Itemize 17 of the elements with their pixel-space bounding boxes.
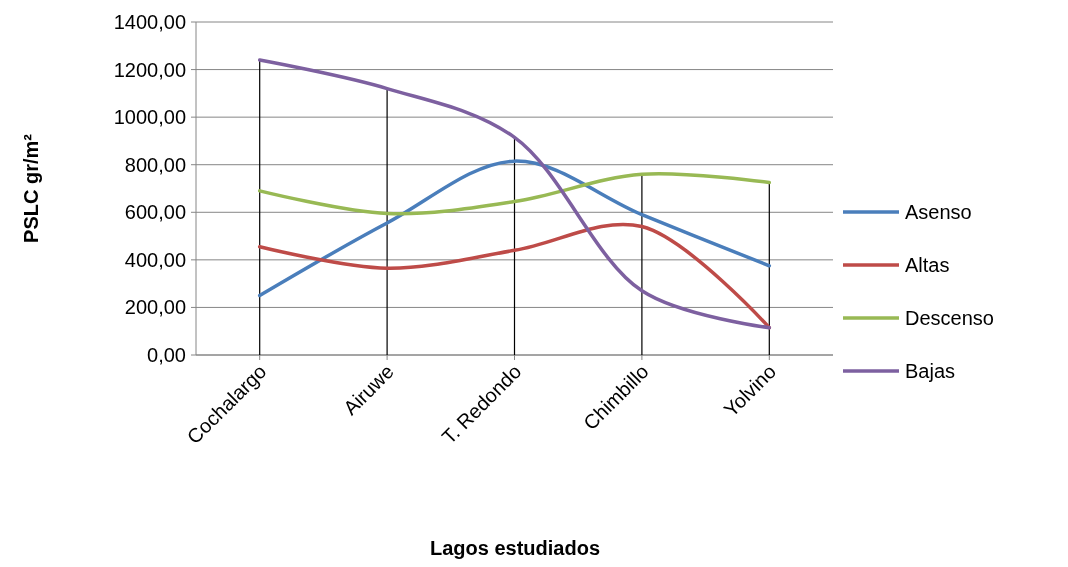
- y-tick-label: 1200,00: [113, 58, 186, 81]
- y-tick-label: 1400,00: [113, 11, 186, 33]
- y-tick-label: 600,00: [124, 201, 186, 224]
- y-tick-label: 200,00: [124, 296, 186, 319]
- y-tick-label: 800,00: [124, 153, 186, 176]
- line-series: [257, 172, 772, 216]
- legend-label: Asenso: [905, 201, 972, 223]
- y-axis-title: PSLC gr/m²: [20, 133, 42, 243]
- line-series: [257, 159, 772, 298]
- legend-label: Descenso: [905, 307, 994, 329]
- y-tick-label: 0,00: [147, 344, 186, 366]
- y-tick-label: 1000,00: [113, 106, 186, 129]
- legend-label: Altas: [905, 254, 950, 276]
- x-axis-title: Lagos estudiados: [429, 537, 601, 559]
- legend-label: Bajas: [905, 360, 956, 382]
- line-series: [257, 58, 772, 330]
- y-tick-label: 400,00: [124, 248, 186, 271]
